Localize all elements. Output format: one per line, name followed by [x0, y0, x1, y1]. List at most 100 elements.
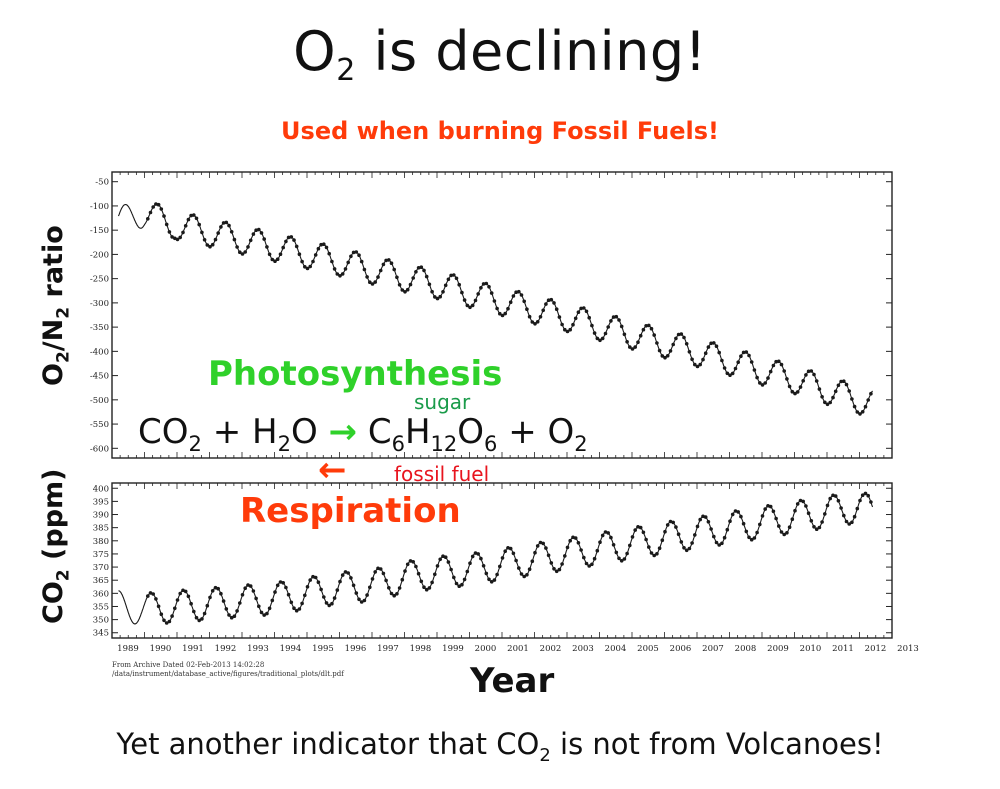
data-point [633, 528, 637, 532]
data-point [728, 373, 732, 378]
data-point [238, 250, 242, 254]
data-point [229, 615, 234, 620]
data-point [828, 496, 832, 501]
data-point [452, 273, 456, 277]
data-point [725, 527, 730, 532]
data-point [527, 314, 532, 319]
data-point [462, 298, 467, 302]
data-point [216, 231, 220, 235]
y-tick-label: -50 [95, 178, 109, 188]
photosynthesis-arrow-icon: → [328, 412, 358, 452]
data-point [397, 586, 402, 590]
data-point [232, 237, 237, 242]
data-point [858, 498, 862, 503]
data-point [744, 529, 749, 534]
data-point [376, 275, 380, 279]
data-point [192, 213, 196, 217]
data-point [592, 556, 597, 561]
data-point [679, 540, 684, 544]
data-point [698, 517, 702, 522]
data-point [598, 338, 602, 343]
data-point [541, 541, 545, 546]
data-point [359, 600, 364, 604]
data-point [525, 573, 529, 577]
data-point [541, 308, 545, 313]
data-point [167, 230, 172, 234]
data-point [749, 537, 754, 542]
y-tick-label: -350 [90, 323, 109, 333]
data-point [860, 493, 865, 498]
data-point [535, 320, 540, 324]
data-point [330, 601, 334, 606]
data-point [189, 213, 193, 218]
data-point [487, 285, 491, 289]
data-point [414, 564, 418, 569]
data-point [251, 589, 256, 593]
data-point [533, 322, 537, 326]
data-point [221, 599, 226, 603]
data-point [790, 517, 795, 521]
data-point [319, 587, 323, 592]
data-point [183, 589, 188, 594]
y-tick-label: 375 [93, 550, 109, 560]
data-point [652, 333, 656, 337]
data-point [503, 549, 508, 553]
photosynthesis-label: Photosynthesis [208, 354, 503, 394]
data-point [852, 404, 857, 409]
co2-y-axis-label: CO2 (ppm) [38, 468, 74, 625]
data-point [812, 525, 816, 529]
data-point [286, 235, 291, 240]
data-point [690, 541, 694, 545]
data-point [758, 522, 762, 527]
data-point [503, 311, 508, 316]
data-point [801, 499, 805, 504]
data-point [254, 228, 258, 232]
data-point [720, 358, 724, 363]
data-point [763, 507, 767, 511]
data-point [495, 306, 499, 311]
data-point [411, 276, 416, 280]
data-point [443, 283, 448, 288]
data-point [265, 611, 269, 616]
data-point [359, 259, 364, 264]
data-point [267, 606, 272, 611]
data-point [303, 593, 307, 598]
data-point [284, 239, 288, 244]
data-point [579, 306, 583, 311]
data-point [630, 535, 635, 539]
data-point [582, 555, 586, 560]
equation-part: + O [497, 412, 575, 452]
data-point [665, 354, 670, 358]
data-point [663, 529, 667, 534]
y-tick-label: 360 [93, 589, 109, 599]
data-point [595, 336, 600, 341]
data-point [573, 536, 578, 540]
data-point [438, 294, 443, 299]
x-tick-label: 2010 [800, 644, 822, 654]
data-point [435, 296, 440, 301]
data-point [557, 567, 562, 572]
data-point [192, 609, 196, 614]
fossil-fuel-label: fossil fuel [394, 462, 490, 486]
data-point [164, 222, 169, 227]
data-point [858, 412, 862, 416]
data-point [441, 290, 445, 294]
data-point [311, 574, 315, 579]
y-tick-label: -300 [90, 299, 109, 309]
y-tick-label: 390 [93, 511, 109, 521]
x-tick-label: 1996 [345, 644, 367, 654]
x-tick-label: 2000 [475, 644, 497, 654]
data-point [619, 559, 624, 563]
data-point [219, 591, 223, 596]
data-point [836, 383, 841, 388]
data-point [554, 307, 559, 312]
data-point [544, 546, 548, 550]
data-point [579, 548, 583, 552]
data-point [289, 600, 294, 605]
data-point [836, 499, 841, 503]
data-point [657, 348, 662, 353]
data-point [489, 291, 494, 295]
data-point [725, 371, 730, 376]
data-point [839, 506, 843, 510]
data-point [251, 232, 256, 236]
